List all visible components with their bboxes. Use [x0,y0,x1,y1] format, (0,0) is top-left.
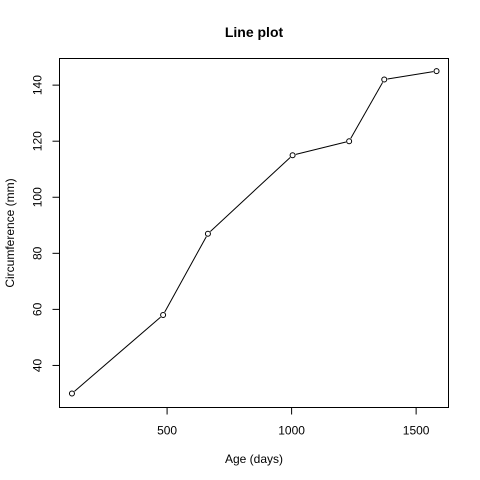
series-line-segment [74,316,161,392]
plot-area-frame [59,58,449,408]
data-point [68,390,75,397]
data-point [346,138,353,145]
series-line-segment [164,236,207,313]
y-tick-label: 120 [31,131,45,151]
chart-title: Line plot [225,24,284,40]
data-point [433,68,440,75]
x-axis: 500 1000 1500 [157,407,430,438]
x-tick-label: 1000 [278,424,305,438]
data-point [160,311,167,318]
series-group [68,68,440,397]
data-point [381,76,388,83]
y-axis: 40 60 80 100 120 140 [31,75,60,372]
x-tick-label: 500 [157,424,177,438]
data-point [204,230,211,237]
series-line-segment [350,82,384,139]
x-tick-label: 1500 [403,424,430,438]
x-axis-label: Age (days) [225,452,283,466]
series-line-segment [295,141,347,155]
y-tick-label: 60 [31,302,45,316]
series-line-segment [387,71,434,80]
y-tick-label: 100 [31,187,45,207]
data-point [289,152,296,159]
y-axis-label: Circumference (mm) [3,178,17,287]
y-tick-label: 80 [31,246,45,260]
y-tick-label: 140 [31,75,45,95]
y-tick-label: 40 [31,358,45,372]
series-line-segment [210,157,291,232]
